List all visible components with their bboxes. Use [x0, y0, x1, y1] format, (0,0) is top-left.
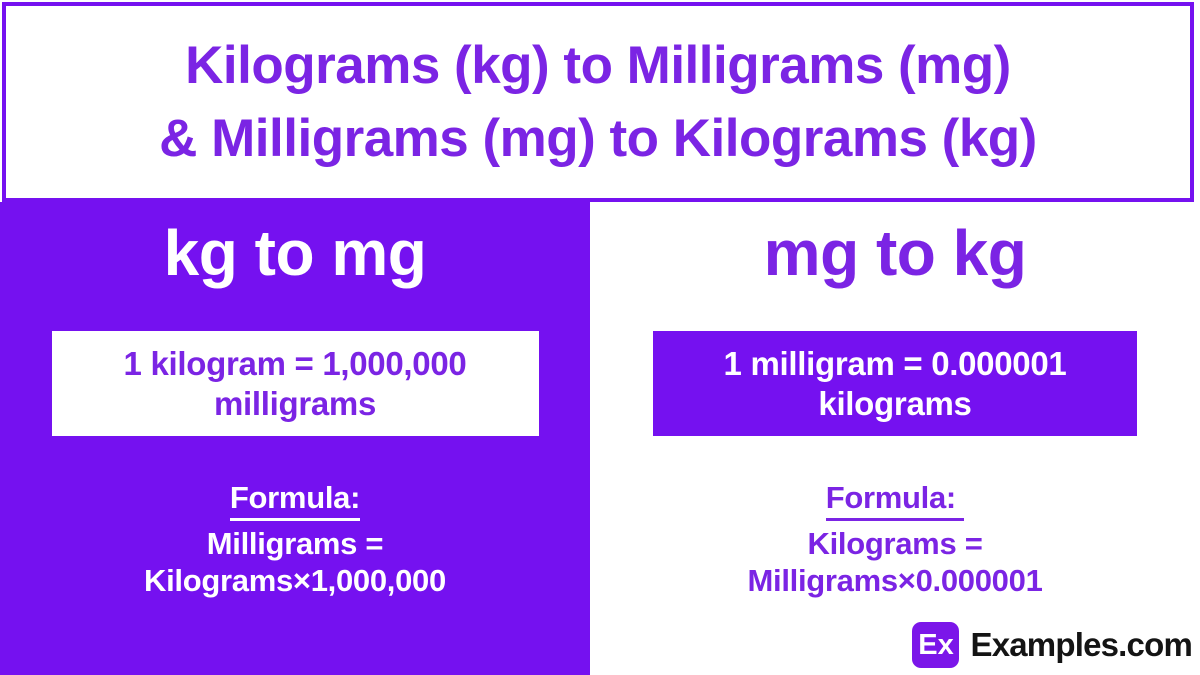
mg-to-kg-card: mg to kg 1 milligram = 0.000001 kilogram… [590, 202, 1200, 675]
conversion-line: 1 milligram = 0.000001 [723, 344, 1067, 382]
kg-to-mg-heading: kg to mg [163, 217, 427, 289]
kg-to-mg-card: kg to mg 1 kilogram = 1,000,000 milligra… [0, 202, 590, 675]
conversion-line: 1 kilogram = 1,000,000 [123, 344, 467, 382]
formula-line: Kilograms×1,000,000 [144, 562, 446, 598]
mg-to-kg-formula: Formula: Kilograms = Milligrams×0.000001 [590, 480, 1200, 600]
examples-logo: Ex Examples.com [912, 622, 1193, 668]
title-line-1: Kilograms (kg) to Milligrams (mg) [185, 35, 1011, 95]
mg-to-kg-heading: mg to kg [763, 217, 1027, 289]
formula-label: Formula: [229, 480, 360, 521]
formula-line: Milligrams×0.000001 [747, 562, 1043, 598]
kg-to-mg-conversion-box: 1 kilogram = 1,000,000 milligrams [51, 331, 539, 436]
content-columns: kg to mg 1 kilogram = 1,000,000 milligra… [0, 202, 1200, 675]
examples-logo-icon: Ex [912, 622, 960, 668]
conversion-line: milligrams [213, 384, 377, 422]
conversion-line: kilograms [818, 384, 972, 422]
formula-line: Milligrams = [206, 525, 384, 561]
page-title: Kilograms (kg) to Milligrams (mg) & Mill… [159, 29, 1037, 175]
examples-logo-text: Examples.com [970, 626, 1192, 663]
mg-to-kg-conversion-box: 1 milligram = 0.000001 kilograms [653, 331, 1137, 436]
title-banner: Kilograms (kg) to Milligrams (mg) & Mill… [2, 2, 1194, 202]
title-line-2: & Milligrams (mg) to Kilograms (kg) [159, 109, 1037, 168]
formula-line: Kilograms = [807, 525, 983, 561]
kg-to-mg-formula: Formula: Milligrams = Kilograms×1,000,00… [0, 480, 590, 600]
formula-label: Formula: [825, 480, 965, 521]
